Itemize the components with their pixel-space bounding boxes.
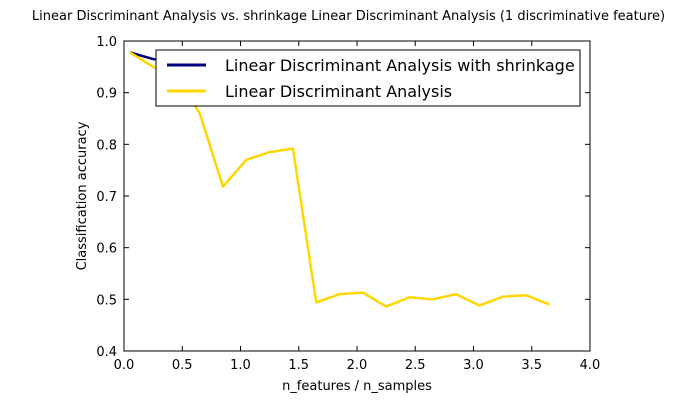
x-axis: 0.0 0.5 1.0 1.5 2.0 2.5 3.0 3.5 4.0 [114,41,601,373]
x-axis-label: n_features / n_samples [282,379,432,394]
y-tick-label: 1.0 [96,35,117,50]
y-tick-label: 0.6 [96,242,117,257]
x-tick-label: 2.5 [405,358,426,373]
x-tick-label: 4.0 [580,358,601,373]
x-tick-label: 1.5 [288,358,309,373]
x-tick-label: 0.0 [114,358,135,373]
y-tick-label: 0.5 [96,293,117,308]
x-tick-label: 3.5 [521,358,542,373]
y-axis-label: Classification accuracy [75,121,90,270]
y-tick-label: 0.8 [96,138,117,153]
x-tick-label: 0.5 [172,358,193,373]
y-axis: 0.4 0.5 0.6 0.7 0.8 0.9 1.0 [96,35,590,360]
chart-title: Linear Discriminant Analysis vs. shrinka… [32,9,665,24]
x-tick-label: 2.0 [347,358,368,373]
series-line-lda [129,51,550,308]
x-tick-label: 1.0 [230,358,251,373]
legend-label-lda-shrinkage: Linear Discriminant Analysis with shrink… [225,56,575,75]
legend-box [155,49,581,107]
y-tick-label: 0.9 [96,87,117,102]
legend: Linear Discriminant Analysis with shrink… [155,49,581,107]
legend-label-lda: Linear Discriminant Analysis [225,82,452,101]
x-tick-label: 3.0 [463,358,484,373]
y-tick-label: 0.7 [96,190,117,205]
y-tick-label: 0.4 [96,345,117,360]
